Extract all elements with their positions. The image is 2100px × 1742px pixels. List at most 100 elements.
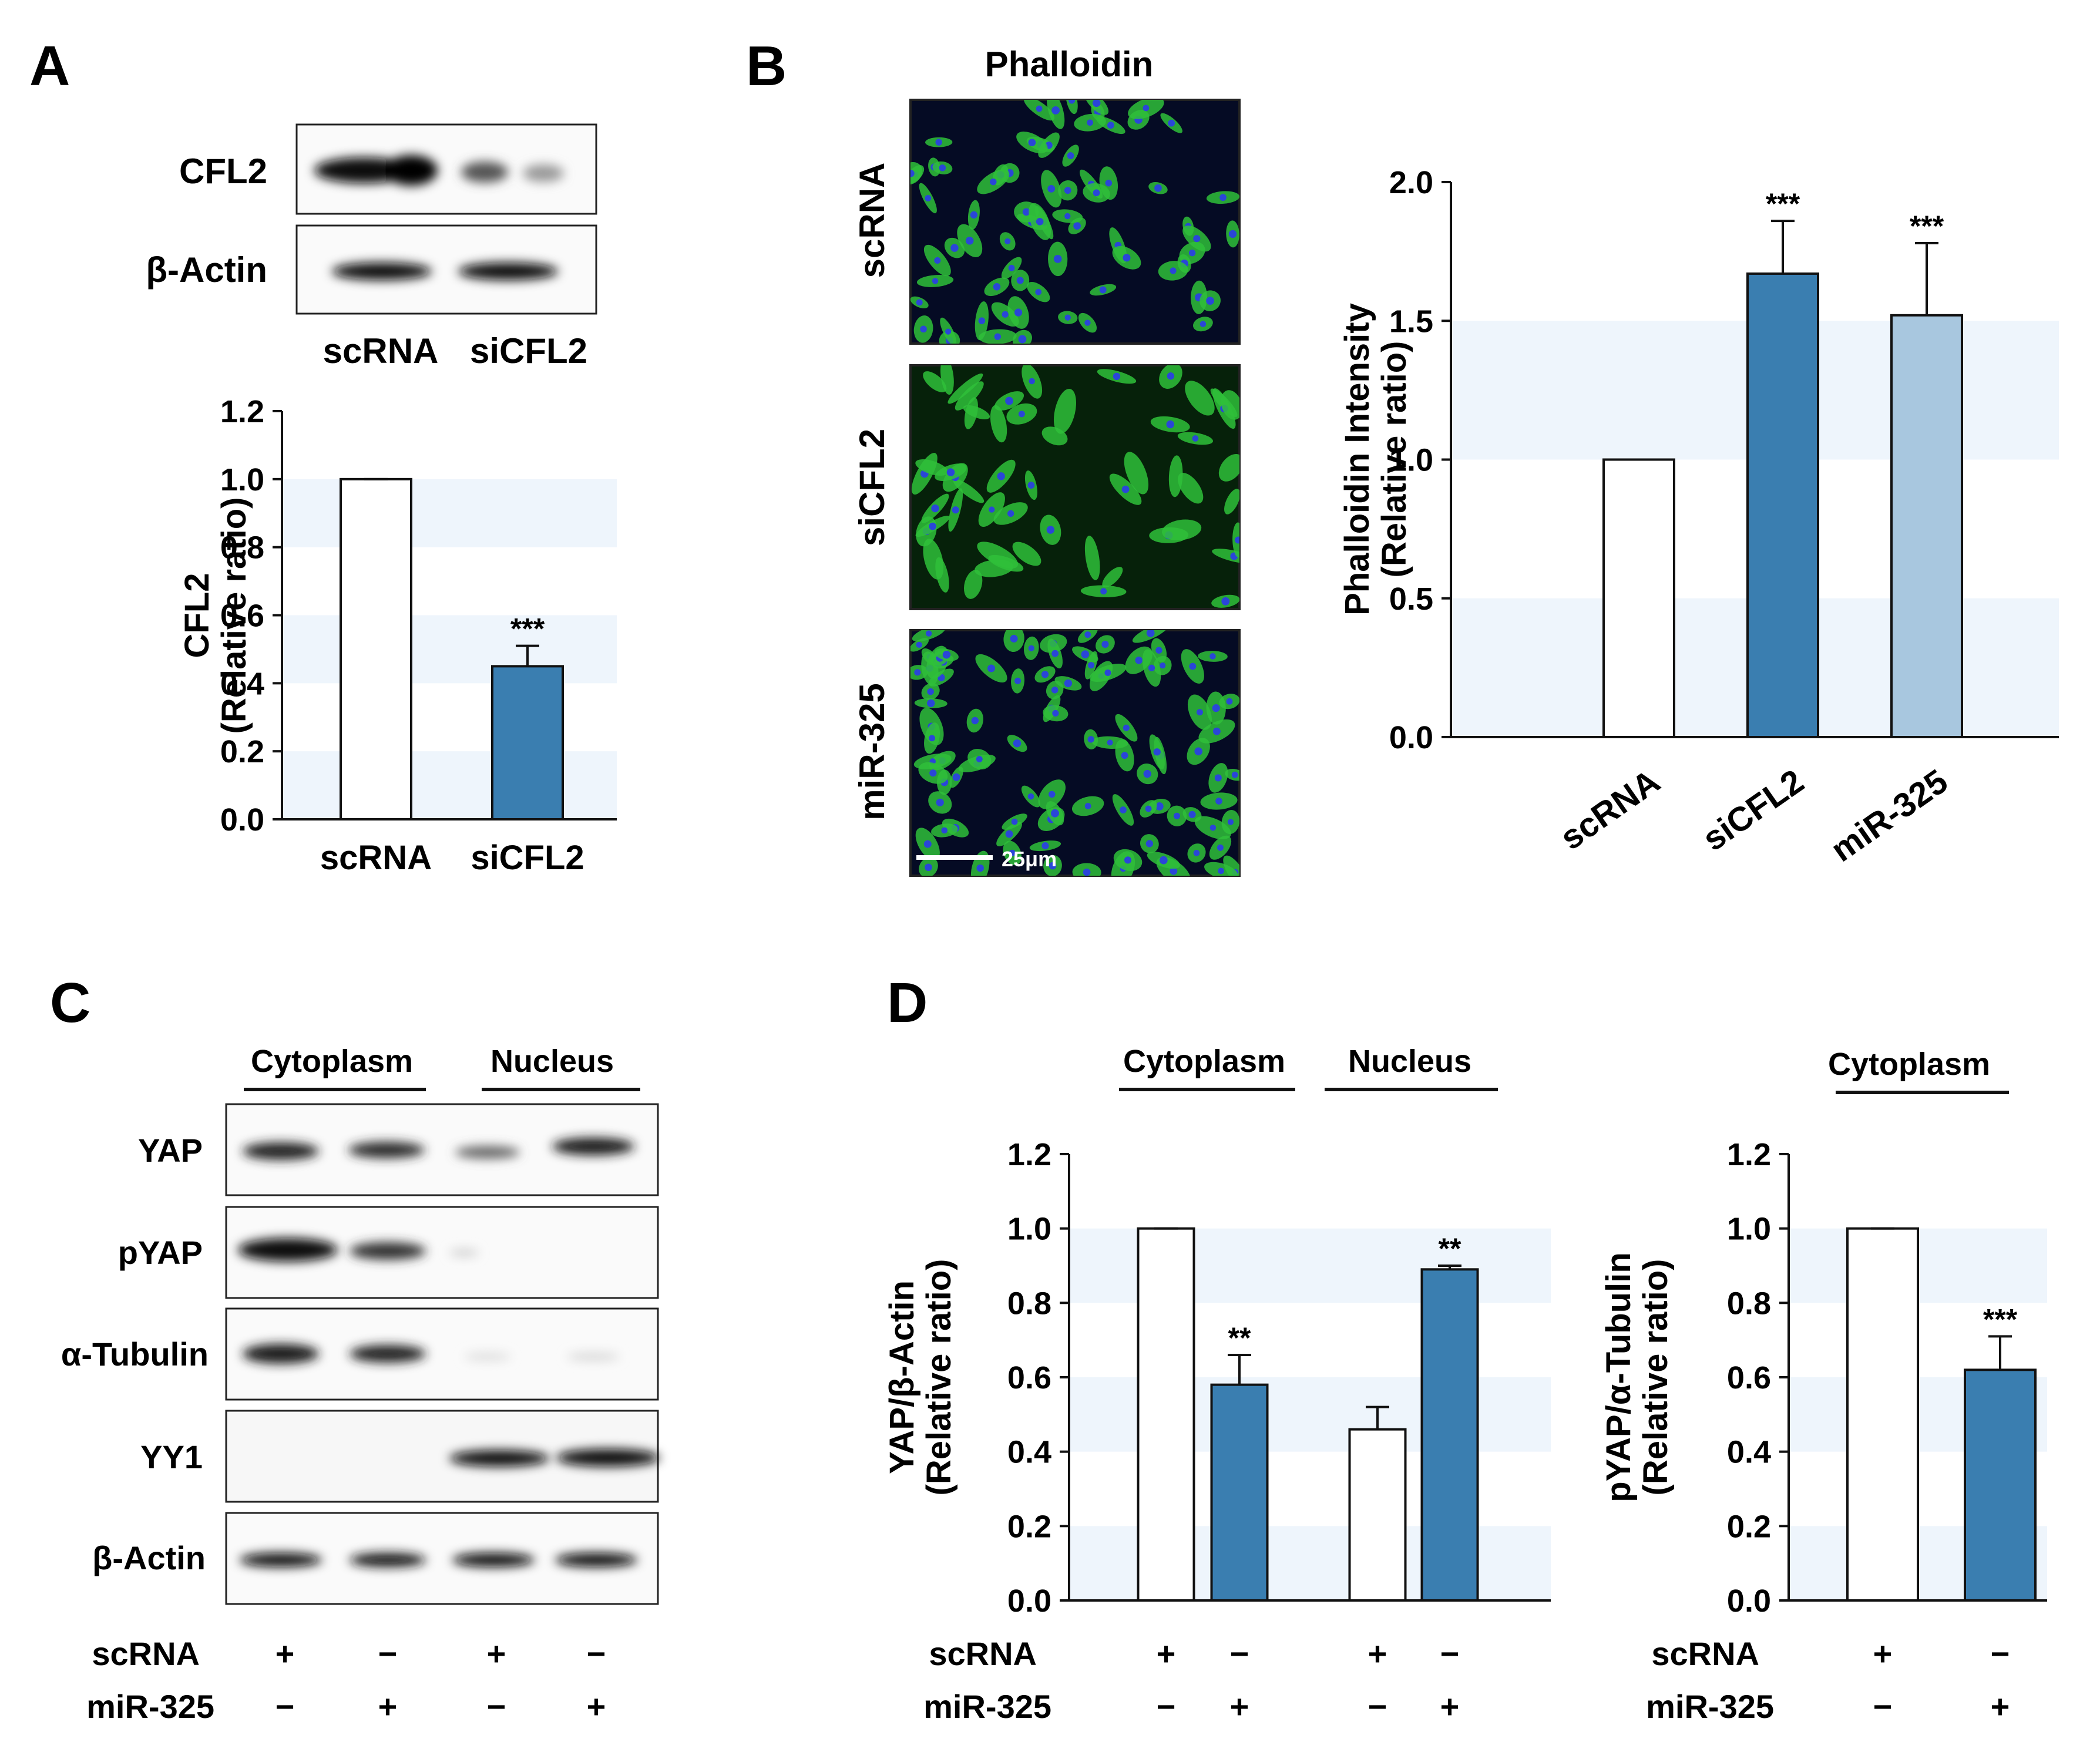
cell-nucleus [994, 333, 1002, 340]
band-actin-c-4 [555, 1553, 637, 1567]
cell-nucleus [1016, 277, 1024, 284]
cell-nucleus [1218, 867, 1224, 875]
cell-nucleus [925, 630, 932, 637]
cell-nucleus [1084, 803, 1091, 809]
treatment-sign: + [1157, 1635, 1176, 1672]
cell-actin [1168, 455, 1183, 497]
bar [491, 665, 564, 820]
cell-actin [963, 570, 983, 599]
significance-mark: *** [1983, 1303, 2018, 1336]
treatment-label-scrna-dl: scRNA [929, 1635, 1037, 1672]
y-tick-label: 0.4 [1727, 1435, 1771, 1470]
cell-nucleus [1004, 238, 1011, 244]
cell-nucleus [1215, 798, 1222, 805]
cell-nucleus [1135, 656, 1143, 664]
y-tick-label: 0.5 [1389, 581, 1433, 617]
band-yap-4 [552, 1138, 634, 1155]
cell-nucleus [939, 164, 946, 171]
treatment-sign: − [378, 1635, 398, 1672]
cell-nucleus [1014, 308, 1023, 317]
bar [1602, 458, 1675, 738]
chart-b: 0.0 0.5 1.0 1.5 2.0 Phalloidin Intensity(Rela… [1338, 165, 2059, 869]
cell-nucleus [1087, 736, 1094, 743]
fraction-label-cytoplasm-d2: Cytoplasm [1828, 1047, 1990, 1082]
blot-row-label-alpha-tubulin: α-Tubulin [61, 1336, 209, 1373]
cell-nucleus [1007, 510, 1014, 517]
significance-mark: ** [1439, 1232, 1461, 1265]
y-tick-label: 0.2 [220, 734, 264, 769]
y-tick-label: 2.0 [1389, 165, 1433, 200]
cell-nucleus [1123, 254, 1131, 262]
cell-nucleus [1189, 663, 1197, 670]
blot-row-label-pyap: pYAP [118, 1234, 203, 1271]
panel-letter-d: D [887, 971, 928, 1034]
cell-actin [1041, 426, 1068, 446]
micrograph-row-label-mir325: miR-325 [852, 683, 892, 820]
bar [1348, 1428, 1407, 1602]
cell-nucleus [1028, 645, 1034, 651]
y-tick-label: 0.6 [220, 598, 264, 634]
cell-nucleus [1217, 844, 1224, 851]
cell-actin [1053, 388, 1077, 434]
cell-nucleus [916, 641, 922, 648]
cell-nucleus [941, 827, 948, 834]
treatment-sign: − [587, 1635, 606, 1672]
chart-d-left: 0.0 0.2 0.4 0.6 0.8 1.0 1.2 YAP/β-Actin(Relativ… [883, 1137, 1551, 1619]
treatment-sign: + [275, 1635, 295, 1672]
bar [1746, 272, 1819, 738]
treatment-sign: + [487, 1635, 506, 1672]
y-tick-label: 1.0 [1007, 1212, 1051, 1247]
cell-nucleus [1145, 805, 1152, 812]
cell-nucleus [1099, 286, 1107, 294]
cell-nucleus [1153, 748, 1161, 756]
cell-nucleus [916, 299, 923, 306]
cell-nucleus [1010, 634, 1018, 643]
cell-nucleus [952, 506, 959, 514]
cell-nucleus [1119, 806, 1127, 813]
treatment-sign: − [1230, 1635, 1249, 1672]
band-yy1-3 [449, 1450, 549, 1467]
significance-mark: *** [1766, 187, 1800, 220]
y-tick-label: 1.2 [1727, 1137, 1771, 1172]
cell-nucleus [1155, 647, 1162, 654]
cell-actin [1012, 542, 1041, 566]
y-tick-label: 1.5 [1389, 304, 1433, 339]
cell-nucleus [1123, 724, 1130, 731]
cell-actin [923, 539, 944, 580]
panel-letter-a: A [29, 35, 70, 97]
cell-nucleus [1121, 752, 1128, 759]
cell-nucleus [1170, 867, 1178, 875]
panel-b-micrographs: Phalloidin scRNA siCFL2 miR-325 25μm [852, 45, 1241, 877]
treatment-label-mir325-c: miR-325 [86, 1688, 214, 1725]
band-pyap-1 [238, 1238, 338, 1262]
y-tick-label: 0.2 [1007, 1509, 1051, 1544]
cell-nucleus [1005, 396, 1014, 405]
y-axis-label-sub: (Relative ratio) [920, 1259, 958, 1496]
cell-nucleus [1051, 687, 1059, 694]
cell-nucleus [935, 139, 942, 146]
panel-letter-b: B [746, 35, 787, 97]
cell-nucleus [1064, 187, 1071, 194]
y-tick-label: 0.8 [220, 530, 264, 566]
cell-nucleus [1107, 739, 1113, 746]
cell-nucleus [987, 664, 996, 672]
cell-nucleus [1145, 840, 1154, 848]
blot-row-label-cfl2: CFL2 [179, 152, 267, 191]
cell-actin [964, 397, 978, 429]
panel-letter-c: C [50, 971, 90, 1034]
cell-nucleus [1212, 704, 1220, 712]
cell-nucleus [1209, 825, 1217, 831]
cell-nucleus [1018, 335, 1027, 344]
cell-nucleus [1228, 230, 1237, 238]
blot-row-label-yap: YAP [138, 1132, 203, 1169]
band-actin-c-2 [350, 1553, 426, 1567]
band-actin-c-1 [240, 1553, 322, 1567]
y-tick-label: 1.0 [1727, 1212, 1771, 1247]
cell-nucleus [936, 798, 944, 806]
cell-nucleus [1193, 850, 1200, 856]
significance-mark: ** [1228, 1321, 1251, 1354]
background-band [282, 479, 617, 547]
panel-c-western-blot: Cytoplasm Nucleus [61, 1044, 660, 1725]
bar [1210, 1383, 1269, 1602]
cell-nucleus [1160, 663, 1166, 669]
